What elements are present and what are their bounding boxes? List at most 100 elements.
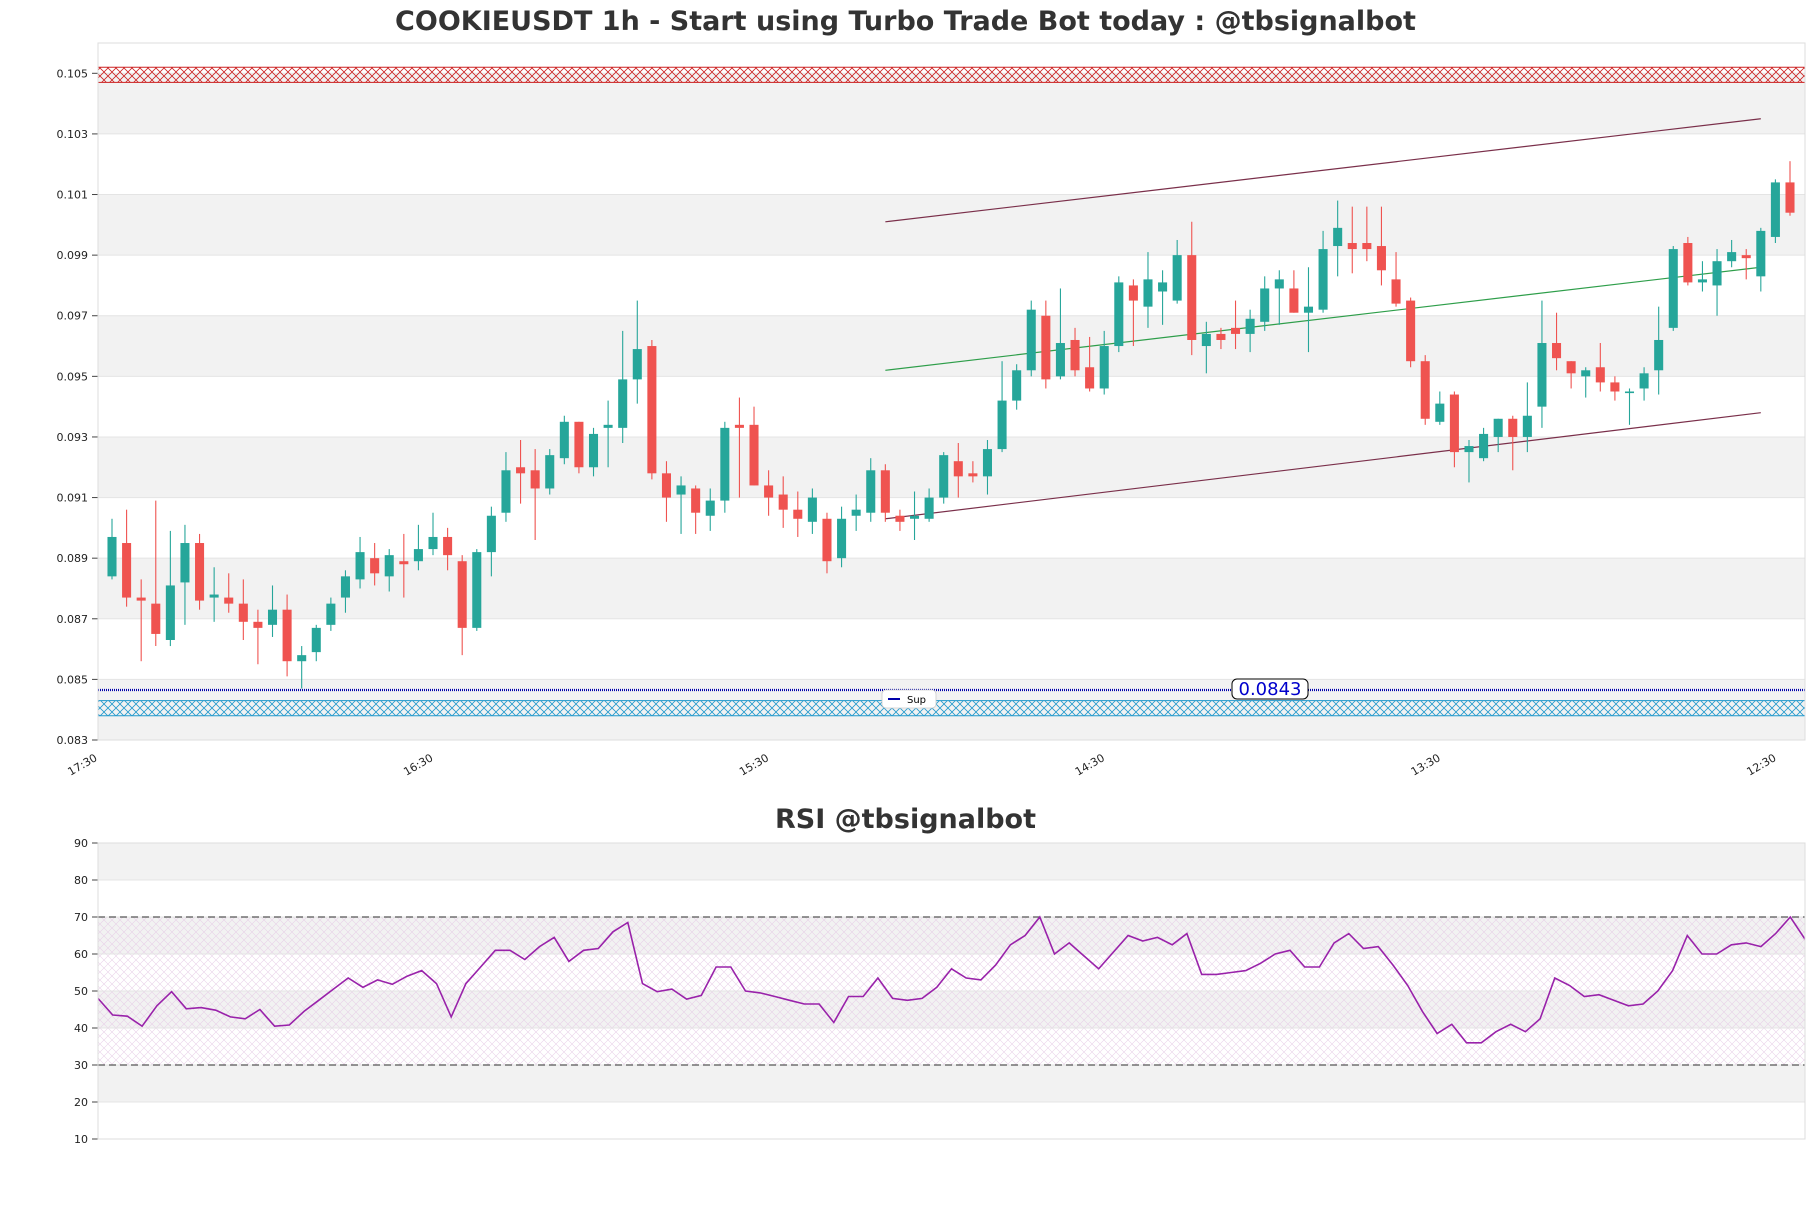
price-tick-label: 0.099 [57,249,89,262]
candle-body [428,536,438,550]
candle-body [676,485,686,495]
candle-body [1581,370,1591,377]
price-tick-label: 0.095 [57,370,89,383]
rsi-neutral-zone [98,917,1805,1065]
rsi-title: RSI @tbsignalbot [774,804,1037,835]
candle-body [1012,370,1022,401]
candle-body [1055,343,1065,377]
rsi-tick-label: 70 [74,911,88,924]
candle-body [953,461,963,477]
candle-body [267,609,278,625]
rsi-tick-label: 10 [74,1133,88,1146]
rsi-band [98,843,1805,880]
price-tick-label: 0.085 [57,673,89,686]
rsi-series [97,915,1806,1044]
candle-body [1274,279,1284,289]
candle-body [1347,243,1357,250]
candle-body [413,549,423,562]
candle-body [516,467,526,474]
candle-body [778,494,788,510]
rsi-tick-label: 20 [74,1096,88,1109]
candle-body [1376,246,1386,271]
legend-box [881,689,937,709]
price-band [98,73,1805,134]
candle-body [705,500,715,516]
candle-body [209,594,219,598]
candle-body [1187,255,1197,340]
price-x-tick-label: 15:30 [737,751,771,778]
rsi-band [98,991,1805,1028]
candle-body [1216,333,1226,340]
candle-body [1479,433,1489,459]
candle-body [822,518,832,562]
candle-body [1289,288,1299,313]
candle-body [1245,318,1255,334]
candle-body [851,509,861,516]
rsi-plot-frame [97,842,1806,1140]
candle-body [1158,282,1168,292]
candle-body [1085,367,1095,389]
candle-body [588,433,599,468]
candle-body [1668,249,1678,328]
rsi-tick-label: 30 [74,1059,88,1072]
price-band [98,194,1805,256]
candle-body [618,379,628,428]
candle-body [895,515,905,522]
support-zone [97,700,1806,717]
legend: Sup [881,689,937,709]
candle-body [793,509,803,519]
annotations: Sup 0.0843 [881,678,1309,709]
candle-body [1260,288,1270,322]
candle-body [909,515,920,519]
candle-body [1770,182,1780,237]
candle-body [1406,300,1416,362]
candle-body [1712,261,1722,286]
legend-label: Sup [907,695,926,706]
candle-body [720,427,730,501]
candle-body [253,621,263,628]
price-background-bands [98,72,1805,741]
candle-body [1362,243,1372,250]
candle-body [1654,339,1664,371]
price-tick-label: 0.091 [57,492,89,505]
candle-body [457,561,467,628]
candle-body [384,555,394,577]
candle-body [1639,373,1649,389]
candle-body [136,597,146,601]
candle-body [1537,343,1547,407]
candle-body [1391,279,1401,304]
rsi-levels [98,916,1805,1066]
candle-body [224,597,234,604]
candle-body [1493,418,1503,437]
candle-body [165,585,175,640]
price-x-tick-label: 12:30 [1745,751,1779,778]
candle-body [151,603,161,634]
candle-body [195,543,205,601]
candle-body [1683,243,1693,283]
candle-body [1318,249,1328,310]
candle-body [1099,346,1109,389]
candle-body [939,455,949,498]
price-y-axis: 0.083 0.085 0.087 0.089 0.091 0.093 0.095 0.097… [57,67,98,747]
candle-body [282,609,292,662]
candle-body [1172,255,1182,301]
candle-body [545,455,555,489]
rsi-line [97,915,1806,1044]
rsi-y-axis: 10 20 30 40 50 60 70 80 90 [74,837,98,1146]
rsi-band [98,917,1805,954]
candle-body [501,470,511,513]
price-tick-label: 0.087 [57,613,89,626]
candle-body [1464,446,1474,453]
candle-body [1785,182,1795,213]
price-tick-label: 0.083 [57,734,89,747]
candle-body [297,655,307,662]
candle-body [472,552,482,628]
price-band [98,315,1805,377]
channel-lower-line [885,412,1761,520]
candle-body [1026,309,1036,371]
candle-body [1522,415,1532,437]
candle-body [691,488,701,513]
candle-body [1201,333,1211,347]
rsi-tick-label: 60 [74,948,88,961]
candle-body [661,473,671,498]
